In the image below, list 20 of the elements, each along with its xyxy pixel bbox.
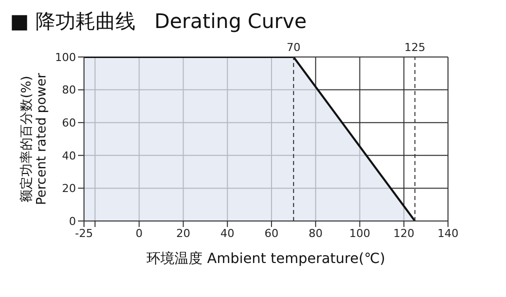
y-tick-label: 60 <box>62 116 76 130</box>
ref-line-label: 70 <box>286 41 301 54</box>
ref-line-label: 125 <box>404 41 426 54</box>
y-tick-label: 40 <box>62 149 76 162</box>
x-axis-title: 环境温度 Ambient temperature(℃) <box>146 251 386 267</box>
x-tick-label: 20 <box>176 226 190 240</box>
x-tick-label: 0 <box>136 226 143 240</box>
chart-title: ■ 降功耗曲线 Derating Curve <box>9 8 308 35</box>
y-tick-label: 100 <box>55 50 76 64</box>
x-tick-label: 40 <box>220 226 234 240</box>
y-tick-label: 0 <box>69 214 76 228</box>
x-tick-label: 100 <box>349 226 370 240</box>
x-tick-label: 120 <box>393 226 414 240</box>
y-tick-label: 20 <box>62 182 76 196</box>
y-tick-label: 80 <box>62 84 76 97</box>
x-tick-label: -25 <box>75 226 93 240</box>
x-tick-label: 60 <box>264 226 279 240</box>
x-tick-label: 80 <box>308 226 323 240</box>
x-tick-label: 140 <box>438 226 458 240</box>
y-axis-title: 额定功率的百分数(%) Percent rated power <box>18 72 50 206</box>
